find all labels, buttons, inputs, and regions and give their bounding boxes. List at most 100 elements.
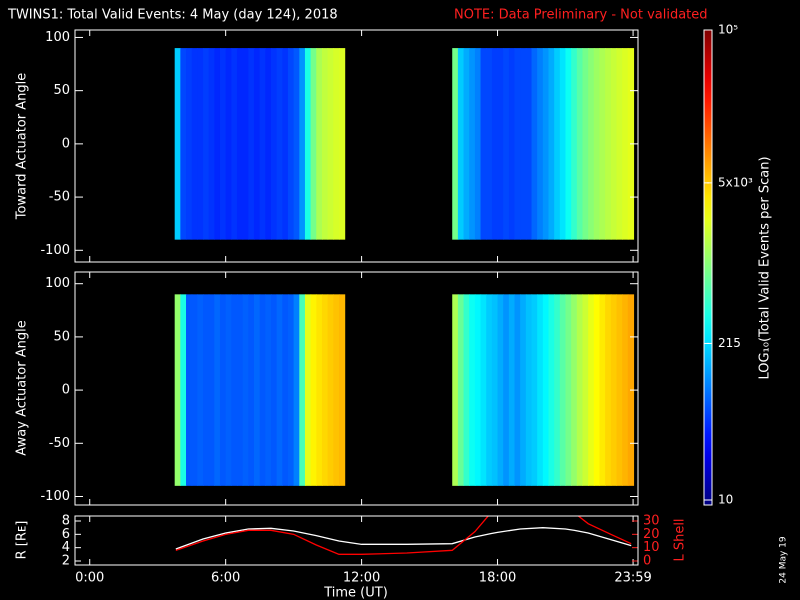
- heat-cell: [186, 48, 193, 240]
- heat-cell: [565, 294, 572, 486]
- y-tick-label: 4: [62, 540, 70, 555]
- heat-cell: [242, 294, 249, 486]
- heat-cell: [316, 294, 323, 486]
- heat-cell: [299, 48, 306, 240]
- heat-cell: [231, 294, 238, 486]
- heat-cell: [508, 48, 516, 240]
- y-tick-label: 50: [53, 83, 70, 98]
- heat-cell: [321, 294, 329, 486]
- heat-cell: [219, 48, 227, 240]
- heat-cell: [452, 48, 459, 240]
- heat-cell: [525, 294, 533, 486]
- heat-cell: [299, 294, 306, 486]
- heat-cell: [333, 294, 340, 486]
- heat-cell: [208, 48, 215, 240]
- heat-cell: [497, 48, 504, 240]
- heat-cell: [548, 48, 555, 240]
- y-tick-label: 0: [62, 383, 70, 398]
- heat-cell: [259, 294, 266, 486]
- heat-cell: [542, 294, 550, 486]
- heat-cell: [593, 294, 601, 486]
- y-tick-label: -100: [40, 489, 70, 504]
- heat-cell: [333, 48, 340, 240]
- heat-cell: [588, 294, 595, 486]
- heat-cell: [310, 48, 317, 240]
- plot-area: [175, 516, 632, 555]
- heat-cell: [203, 48, 210, 240]
- y-tick-label: 100: [45, 30, 70, 45]
- y-tick-label: 50: [53, 329, 70, 344]
- heat-cell: [316, 48, 323, 240]
- heat-cell: [457, 294, 465, 486]
- heat-cell: [463, 294, 470, 486]
- heat-cell: [588, 48, 595, 240]
- heat-cell: [253, 48, 261, 240]
- heat-cell: [265, 294, 272, 486]
- heat-cell: [571, 294, 578, 486]
- heat-cell: [622, 294, 629, 486]
- x-tick-label: 18:00: [479, 571, 516, 586]
- heat-cell: [282, 48, 289, 240]
- heat-cell: [248, 48, 255, 240]
- heat-cell: [463, 48, 470, 240]
- heat-cell: [520, 294, 527, 486]
- heat-cell: [469, 294, 476, 486]
- heat-cell: [270, 48, 278, 240]
- heat-cell: [503, 294, 510, 486]
- x-tick-label: 0:00: [75, 571, 104, 586]
- y2-tick-label: 30: [643, 514, 660, 529]
- heat-cell: [559, 48, 567, 240]
- heat-cell: [276, 48, 283, 240]
- heat-cell: [219, 294, 227, 486]
- heat-cell: [208, 294, 215, 486]
- heat-cell: [310, 294, 317, 486]
- colorbar: [703, 29, 713, 506]
- heat-cell: [542, 48, 550, 240]
- heat-cell: [174, 294, 181, 486]
- y-axis-label: R [Rᴇ]: [15, 521, 30, 560]
- panel-frame: [74, 515, 639, 566]
- heat-cell: [287, 48, 295, 240]
- heat-cell: [203, 294, 210, 486]
- heat-cell: [191, 294, 198, 486]
- heat-cell: [197, 48, 204, 240]
- panel-frame: [74, 271, 639, 506]
- heat-cell: [599, 294, 606, 486]
- heat-cell: [287, 294, 295, 486]
- heat-cell: [514, 294, 521, 486]
- heat-cell: [520, 48, 527, 240]
- heat-cell: [180, 48, 187, 240]
- colorbar-tick-label: 10⁵: [718, 23, 738, 37]
- heat-cell: [548, 294, 555, 486]
- y-tick-label: -50: [49, 436, 70, 451]
- heat-cell: [503, 48, 510, 240]
- heat-cell: [265, 48, 272, 240]
- panel-frame: [74, 29, 639, 263]
- heat-cell: [248, 294, 255, 486]
- heat-cell: [174, 48, 181, 240]
- heat-cell: [571, 48, 578, 240]
- y2-tick-label: 20: [643, 527, 660, 542]
- heat-cell: [338, 48, 346, 240]
- line: [175, 516, 632, 555]
- y2-tick-label: 10: [643, 540, 660, 555]
- y2-tick-label: 0: [643, 554, 651, 569]
- heat-cell: [452, 294, 459, 486]
- chart-title: TWINS1: Total Valid Events: 4 May (day 1…: [7, 8, 338, 23]
- heat-cell: [531, 294, 538, 486]
- heat-cell: [214, 48, 221, 240]
- heat-cell: [282, 294, 289, 486]
- heat-cell: [486, 48, 493, 240]
- heat-cell: [276, 294, 283, 486]
- heat-cell: [531, 48, 538, 240]
- heat-cell: [236, 294, 244, 486]
- heat-cell: [469, 48, 476, 240]
- colorbar-label: LOG₁₀(Total Valid Events per Scan): [758, 156, 773, 379]
- heat-cell: [457, 48, 465, 240]
- heat-cell: [327, 294, 334, 486]
- heat-cell: [304, 48, 312, 240]
- heat-cell: [491, 48, 499, 240]
- y-tick-label: 6: [62, 527, 70, 542]
